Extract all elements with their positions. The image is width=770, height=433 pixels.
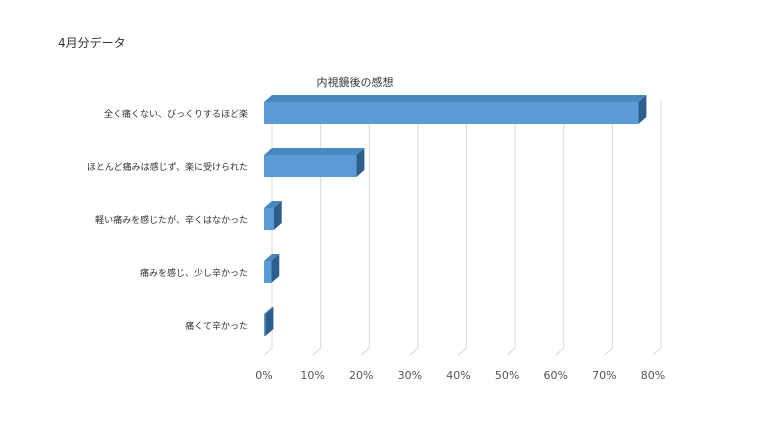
bar-side-face — [273, 201, 282, 230]
category-label: 軽い痛みを感じたが、辛くはなかった — [95, 214, 248, 226]
bars — [264, 95, 647, 336]
gridline — [555, 100, 565, 356]
gridline — [458, 100, 467, 356]
gridlines — [263, 100, 662, 356]
x-tick-label: 20% — [349, 369, 373, 382]
chart-title: 内視鏡後の感想 — [317, 75, 394, 89]
gridline — [506, 100, 516, 356]
bar-side-face — [638, 95, 647, 124]
bar — [264, 201, 282, 230]
x-tick-label: 80% — [641, 369, 665, 382]
bar-front-face — [264, 102, 639, 124]
bar — [264, 254, 280, 283]
bar-front-face — [264, 314, 266, 336]
x-axis-ticks: 0% 10% 20% 30% 40% 50% 60% 70% 80% — [255, 369, 665, 382]
bar-front-face — [264, 208, 274, 230]
category-label: 全く痛くない、びっくりするほど楽 — [104, 108, 248, 120]
bar-side-face — [356, 148, 365, 177]
category-label: 痛くて辛かった — [185, 320, 248, 332]
bar-top-face — [264, 95, 647, 102]
bar — [264, 95, 647, 124]
x-tick-label: 40% — [446, 369, 470, 382]
x-tick-label: 60% — [544, 369, 568, 382]
gridline — [312, 100, 322, 356]
bar-side-face — [271, 254, 280, 283]
bar — [264, 148, 365, 177]
x-tick-label: 30% — [398, 369, 422, 382]
bar-front-face — [264, 155, 357, 177]
category-labels: 全く痛くない、びっくりするほど楽ほとんど痛みは感じず、楽に受けられた軽い痛みを感… — [87, 108, 248, 332]
bar-top-face — [264, 201, 282, 208]
x-tick-label: 70% — [592, 369, 616, 382]
category-label: ほとんど痛みは感じず、楽に受けられた — [87, 161, 248, 173]
x-tick-label: 0% — [255, 369, 272, 382]
bar — [264, 307, 274, 336]
bar-top-face — [264, 307, 274, 314]
category-label: 痛みを感じ、少し辛かった — [140, 267, 248, 279]
page-label: 4月分データ — [58, 36, 126, 50]
bar-top-face — [264, 148, 365, 155]
x-tick-label: 10% — [300, 369, 324, 382]
gridline — [263, 100, 273, 356]
bar-side-face — [265, 307, 274, 336]
x-tick-label: 50% — [495, 369, 519, 382]
bar-top-face — [264, 254, 280, 261]
gridline — [360, 100, 370, 356]
gridline — [652, 100, 662, 356]
bar-front-face — [264, 261, 272, 283]
gridline — [604, 100, 613, 356]
gridline — [409, 100, 419, 356]
